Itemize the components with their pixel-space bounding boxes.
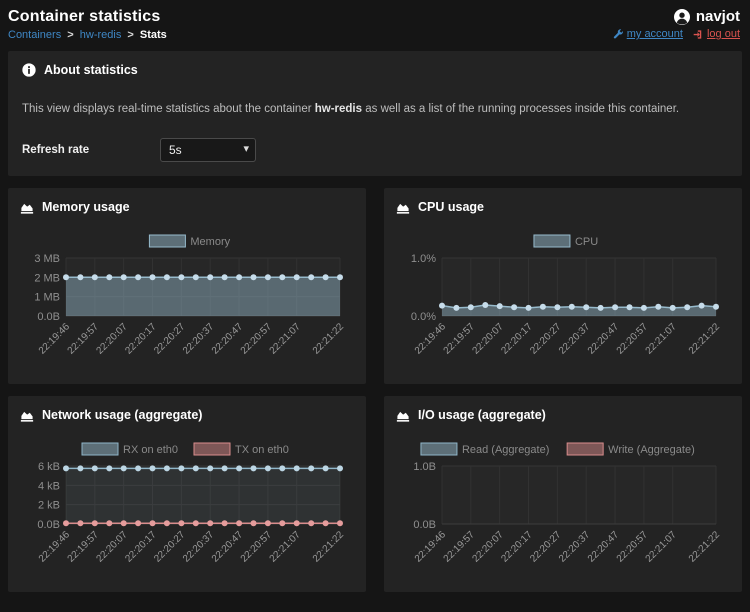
- svg-text:0.0B: 0.0B: [37, 311, 60, 323]
- svg-text:TX on eth0: TX on eth0: [235, 444, 289, 456]
- my-account-link[interactable]: my account: [613, 28, 683, 40]
- svg-text:22:21:07: 22:21:07: [644, 321, 680, 357]
- user-menu: navjot: [613, 8, 740, 25]
- svg-text:0.0%: 0.0%: [411, 311, 436, 323]
- page-title: Container statistics: [8, 8, 161, 25]
- svg-text:6 kB: 6 kB: [38, 461, 60, 473]
- svg-text:1.0B: 1.0B: [413, 461, 436, 473]
- area-chart-icon: [20, 201, 34, 214]
- my-account-label: my account: [626, 28, 683, 40]
- refresh-rate-select[interactable]: 5s: [160, 138, 256, 163]
- svg-text:1.0%: 1.0%: [411, 253, 436, 265]
- about-title: About statistics: [44, 63, 138, 77]
- svg-text:0.0B: 0.0B: [413, 519, 436, 531]
- refresh-rate-select-wrap: 5s ▾: [160, 138, 256, 163]
- svg-text:0.0B: 0.0B: [37, 519, 60, 531]
- svg-text:1 MB: 1 MB: [34, 292, 60, 304]
- io-usage-panel: I/O usage (aggregate) 1.0B 0.0B 22:19:46 22…: [384, 396, 742, 593]
- cpu-usage-chart: 1.0% 0.0% 22:19:46 22:19:57 22:20:07 22:20:17…: [396, 230, 730, 372]
- container-name: hw-redis: [314, 103, 363, 115]
- svg-text:4 kB: 4 kB: [38, 481, 60, 493]
- panel-title: CPU usage: [418, 200, 484, 215]
- svg-text:3 MB: 3 MB: [34, 253, 60, 265]
- breadcrumb-separator: >: [127, 29, 134, 41]
- info-circle-icon: [22, 63, 36, 77]
- panel-title: Network usage (aggregate): [42, 408, 203, 423]
- about-description: This view displays real-time statistics …: [22, 103, 680, 115]
- svg-text:22:21:07: 22:21:07: [268, 321, 304, 357]
- svg-text:Memory: Memory: [190, 236, 230, 248]
- svg-text:Write (Aggregate): Write (Aggregate): [608, 444, 695, 456]
- svg-text:22:21:07: 22:21:07: [644, 529, 680, 565]
- user-name: navjot: [695, 8, 740, 25]
- wrench-icon: [613, 28, 624, 40]
- sign-out-icon: [693, 29, 704, 40]
- svg-text:22:21:22: 22:21:22: [687, 529, 723, 565]
- charts-grid: Memory usage 3 MB 2 MB 1 MB 0.0B 22:19:46 22:…: [8, 188, 742, 593]
- breadcrumb-link-containers[interactable]: Containers: [8, 29, 62, 41]
- io-usage-chart: 1.0B 0.0B 22:19:46 22:19:57 22:20:07 22:20:17…: [396, 438, 730, 580]
- cpu-usage-panel: CPU usage 1.0% 0.0% 22:19:46 22:19:57 22:20:…: [384, 188, 742, 385]
- svg-text:22:21:22: 22:21:22: [311, 321, 347, 357]
- about-statistics-panel: About statistics This view displays real…: [8, 51, 742, 177]
- breadcrumb-link-container[interactable]: hw-redis: [79, 29, 122, 41]
- panel-title: I/O usage (aggregate): [418, 408, 546, 423]
- area-chart-icon: [396, 201, 410, 214]
- svg-text:2 kB: 2 kB: [38, 500, 60, 512]
- breadcrumb-separator: >: [67, 29, 74, 41]
- breadcrumb: Containers > hw-redis > Stats: [8, 29, 167, 41]
- area-chart-icon: [396, 409, 410, 422]
- svg-text:2 MB: 2 MB: [34, 273, 60, 285]
- network-usage-chart: 6 kB 4 kB 2 kB 0.0B 22:19:46 22:19:57 22:20:07…: [20, 438, 354, 580]
- area-chart-icon: [20, 409, 34, 422]
- svg-text:22:21:07: 22:21:07: [268, 529, 304, 565]
- memory-usage-chart: 3 MB 2 MB 1 MB 0.0B 22:19:46 22:19:57 22:20:07…: [20, 230, 354, 372]
- log-out-label: log out: [706, 28, 740, 40]
- svg-text:Read (Aggregate): Read (Aggregate): [462, 444, 549, 456]
- svg-text:CPU: CPU: [575, 236, 598, 248]
- svg-text:22:21:22: 22:21:22: [311, 529, 347, 565]
- svg-text:RX on eth0: RX on eth0: [123, 444, 178, 456]
- breadcrumb-current: Stats: [139, 29, 167, 41]
- memory-usage-panel: Memory usage 3 MB 2 MB 1 MB 0.0B 22:19:46 22:…: [8, 188, 366, 385]
- refresh-rate-label: Refresh rate: [22, 144, 90, 157]
- network-usage-panel: Network usage (aggregate) 6 kB 4 kB 2 kB 0.…: [8, 396, 366, 593]
- user-icon: [673, 8, 690, 25]
- page-header: Container statistics Containers > hw-red…: [0, 0, 750, 41]
- log-out-link[interactable]: log out: [693, 28, 740, 40]
- panel-title: Memory usage: [42, 200, 130, 215]
- svg-text:22:21:22: 22:21:22: [687, 321, 723, 357]
